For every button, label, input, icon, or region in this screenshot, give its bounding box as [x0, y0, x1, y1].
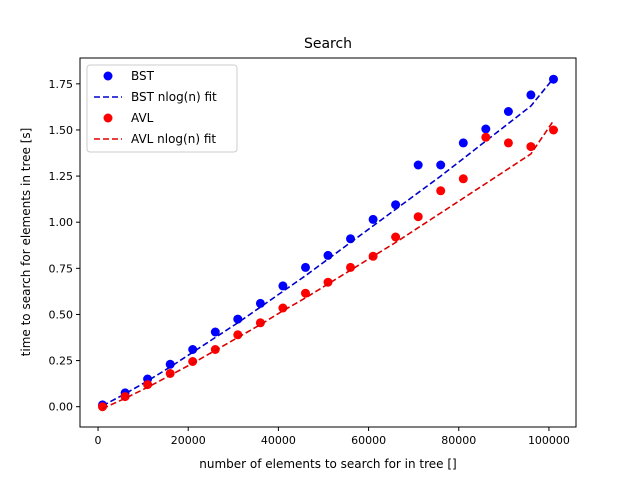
- avl-point: [188, 357, 198, 366]
- legend-entry-label: AVL: [131, 111, 154, 125]
- chart-title: Search: [304, 36, 352, 52]
- avl-point: [549, 125, 558, 135]
- y-tick-label: 1.00: [49, 216, 74, 229]
- legend-entry-label: BST: [131, 69, 155, 83]
- avl-point: [278, 303, 288, 313]
- avl-point: [98, 402, 107, 412]
- bst-point: [458, 138, 468, 148]
- legend-swatch-marker: [103, 113, 113, 123]
- y-axis-label: time to search for elements in tree [s]: [19, 128, 33, 357]
- bst-point: [165, 359, 175, 369]
- x-axis-label: number of elements to search for in tree…: [199, 457, 457, 471]
- y-tick-label: 0.00: [49, 401, 74, 414]
- bst-point: [436, 160, 446, 170]
- bst-point: [526, 90, 536, 100]
- avl-point: [143, 380, 153, 390]
- y-tick-label: 1.75: [49, 78, 74, 91]
- plot-area: [98, 74, 558, 412]
- y-tick-label: 1.25: [49, 170, 74, 183]
- legend-box: [86, 64, 238, 153]
- y-axis: 0.00 0.25 0.50 0.75 1.00 1.25 1.50 1.75: [49, 78, 80, 414]
- y-tick-label: 1.50: [49, 124, 74, 137]
- avl-point: [481, 132, 491, 142]
- legend: BST BST nlog(n) fit AVL AVL nlog(n) fit: [86, 64, 238, 153]
- bst-point: [481, 124, 491, 134]
- avl-point: [503, 138, 513, 148]
- avl-point: [413, 212, 423, 222]
- bst-point: [413, 160, 423, 170]
- legend-entry-label: BST nlog(n) fit: [131, 90, 217, 104]
- avl-point: [391, 232, 401, 242]
- x-tick-label: 60000: [351, 434, 386, 447]
- y-tick-label: 0.25: [49, 355, 74, 368]
- x-tick-label: 40000: [261, 434, 296, 447]
- y-tick-label: 0.75: [49, 262, 74, 275]
- avl-point: [436, 186, 446, 196]
- bst-point: [255, 298, 265, 308]
- legend-entry-label: AVL nlog(n) fit: [131, 132, 216, 146]
- bst-point: [210, 327, 220, 337]
- bst-point: [323, 250, 333, 260]
- bst-point: [368, 214, 378, 224]
- avl-point: [346, 262, 355, 272]
- avl-point: [301, 288, 310, 298]
- plot-frame: [79, 57, 577, 428]
- x-tick-label: 80000: [441, 434, 476, 447]
- avl-point: [526, 142, 536, 152]
- bst-point: [188, 345, 198, 354]
- x-tick-label: 100000: [528, 434, 570, 447]
- bst-point: [503, 107, 513, 116]
- x-axis: 0 20000 40000 60000 80000 100000: [95, 427, 570, 447]
- legend-swatch-marker: [103, 71, 113, 81]
- bst-point: [301, 262, 310, 272]
- bst-point: [278, 281, 288, 291]
- y-tick-label: 0.50: [49, 308, 74, 321]
- x-tick-label: 0: [95, 434, 102, 447]
- bst-point: [233, 314, 243, 324]
- avl-nlog-n-fit-line: [102, 120, 555, 410]
- avl-point: [458, 174, 468, 184]
- x-tick-label: 20000: [171, 434, 206, 447]
